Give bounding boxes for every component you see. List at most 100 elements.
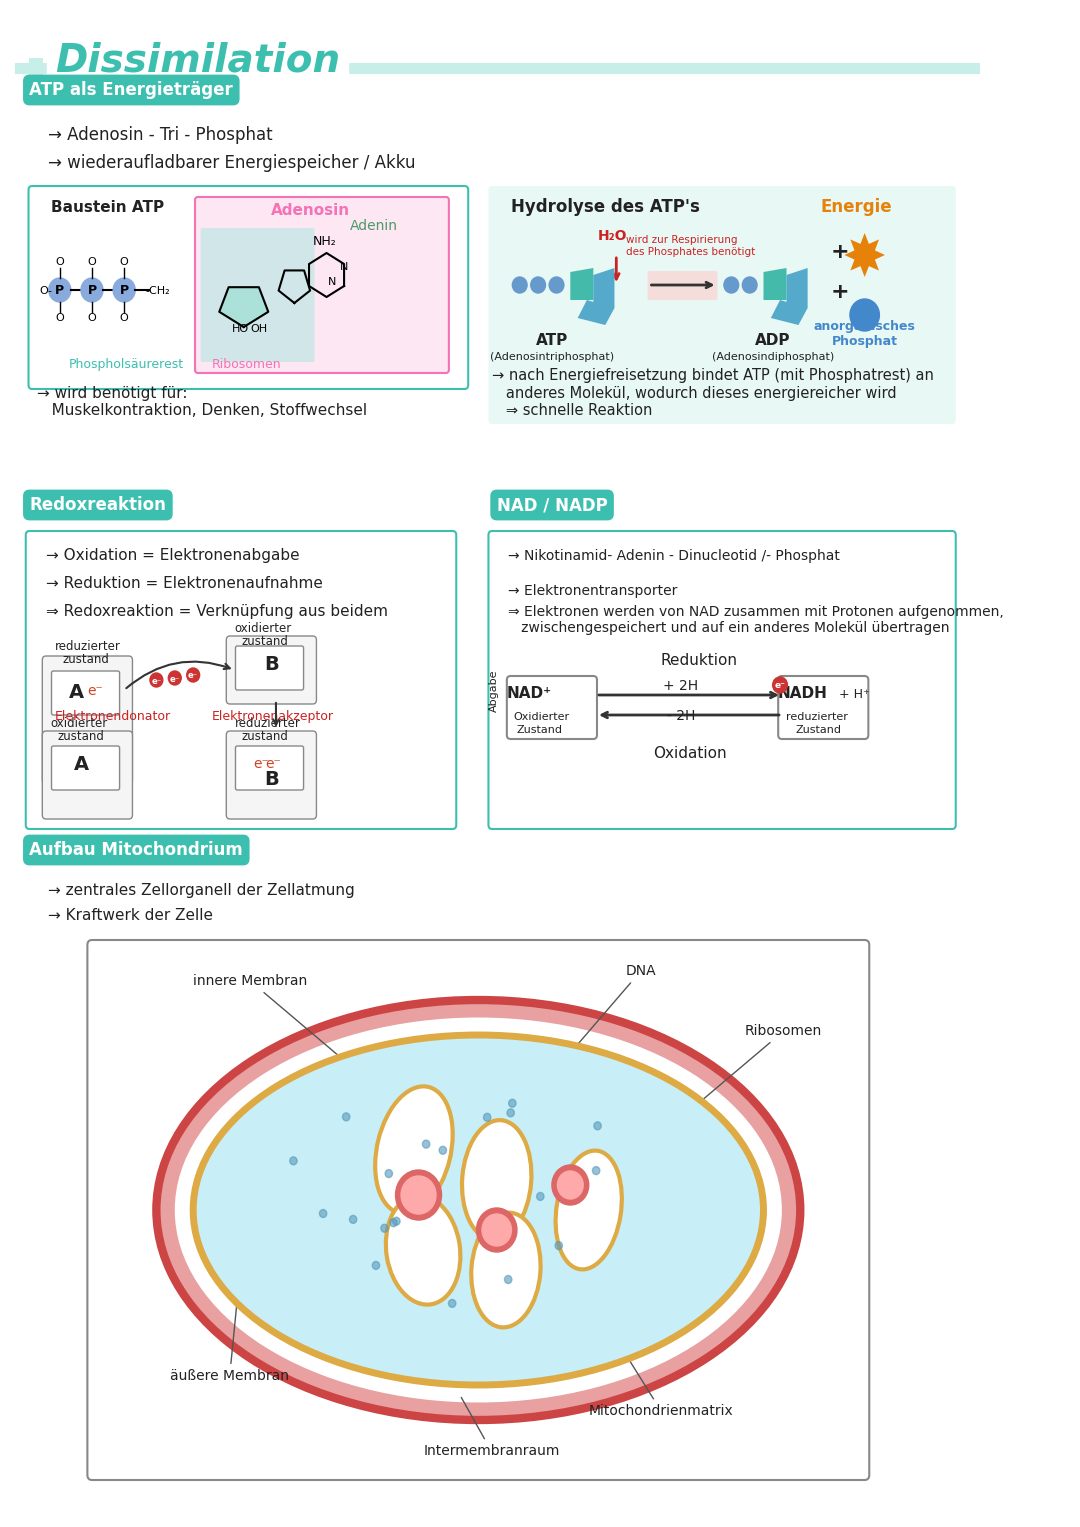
Text: Zustand: Zustand — [796, 725, 841, 734]
Text: NH₂: NH₂ — [313, 235, 337, 247]
Circle shape — [350, 1215, 356, 1223]
Text: → Elektronentransporter: → Elektronentransporter — [508, 583, 677, 599]
Text: → Oxidation = Elektronenabgabe: → Oxidation = Elektronenabgabe — [46, 548, 299, 563]
Text: OH: OH — [251, 324, 268, 334]
Text: ADP: ADP — [755, 333, 791, 348]
Text: e⁻: e⁻ — [170, 675, 180, 684]
Circle shape — [504, 1275, 512, 1284]
Text: reduzierter: reduzierter — [55, 640, 121, 654]
Circle shape — [742, 276, 757, 293]
FancyBboxPatch shape — [195, 197, 449, 373]
Circle shape — [386, 1170, 392, 1177]
FancyBboxPatch shape — [648, 270, 717, 299]
Text: Energie: Energie — [821, 199, 892, 215]
Ellipse shape — [175, 1017, 782, 1402]
Text: zustand: zustand — [63, 654, 109, 666]
Circle shape — [557, 1171, 583, 1199]
Circle shape — [81, 278, 103, 302]
Text: oxidierter: oxidierter — [234, 621, 292, 635]
Text: → Reduktion = Elektronenaufnahme: → Reduktion = Elektronenaufnahme — [46, 576, 323, 591]
Ellipse shape — [386, 1196, 460, 1304]
Text: A: A — [73, 754, 89, 774]
Text: e⁻: e⁻ — [774, 681, 785, 690]
Text: e⁻: e⁻ — [265, 757, 281, 771]
Text: → wiederaufladbarer Energiespeicher / Akku: → wiederaufladbarer Energiespeicher / Ak… — [48, 154, 416, 173]
Text: ⇒ Redoxreaktion = Verknüpfung aus beidem: ⇒ Redoxreaktion = Verknüpfung aus beidem — [46, 605, 388, 618]
Circle shape — [593, 1167, 599, 1174]
FancyBboxPatch shape — [235, 646, 303, 690]
Text: → wird benötigt für:
   Muskelkontraktion, Denken, Stoffwechsel: → wird benötigt für: Muskelkontraktion, … — [37, 386, 367, 418]
FancyBboxPatch shape — [52, 670, 120, 715]
Circle shape — [320, 1209, 327, 1217]
Text: - 2H: - 2H — [666, 709, 694, 722]
FancyBboxPatch shape — [235, 747, 303, 789]
Text: zustand: zustand — [242, 635, 288, 647]
Circle shape — [772, 676, 787, 693]
Text: Intermembranraum: Intermembranraum — [423, 1397, 559, 1458]
FancyBboxPatch shape — [488, 531, 956, 829]
Text: O: O — [55, 313, 64, 324]
Text: ⇒ Elektronen werden von NAD zusammen mit Protonen aufgenommen,
   zwischengespei: ⇒ Elektronen werden von NAD zusammen mit… — [508, 605, 1003, 635]
Polygon shape — [578, 299, 615, 325]
Text: e⁻: e⁻ — [151, 676, 161, 686]
Circle shape — [549, 276, 564, 293]
FancyBboxPatch shape — [29, 58, 43, 78]
Text: -CH₂: -CH₂ — [146, 286, 171, 296]
Circle shape — [509, 1099, 516, 1107]
Text: äußere Membran: äußere Membran — [171, 1283, 289, 1383]
Circle shape — [390, 1219, 397, 1226]
Text: (Adenosintriphosphat): (Adenosintriphosphat) — [490, 353, 613, 362]
Circle shape — [187, 667, 200, 683]
Circle shape — [373, 1261, 379, 1269]
Polygon shape — [593, 269, 615, 308]
Circle shape — [512, 276, 527, 293]
Text: O: O — [120, 257, 129, 267]
Circle shape — [476, 1208, 517, 1252]
Text: zustand: zustand — [57, 730, 104, 744]
Text: N: N — [340, 263, 349, 272]
FancyBboxPatch shape — [42, 657, 133, 783]
Text: P: P — [120, 284, 129, 298]
Text: oxidierter: oxidierter — [51, 718, 108, 730]
Text: + 2H: + 2H — [663, 680, 699, 693]
Text: (Adenosindiphosphat): (Adenosindiphosphat) — [712, 353, 834, 362]
Text: Dissimilation: Dissimilation — [55, 43, 340, 79]
Circle shape — [850, 299, 879, 331]
Text: HO: HO — [232, 324, 248, 334]
Text: ATP: ATP — [536, 333, 568, 348]
Circle shape — [537, 1193, 544, 1200]
Circle shape — [342, 1113, 350, 1121]
Text: O: O — [87, 313, 96, 324]
Text: innere Membran: innere Membran — [193, 974, 348, 1063]
Text: + H⁺: + H⁺ — [839, 689, 869, 701]
Text: reduzierter: reduzierter — [786, 712, 849, 722]
Circle shape — [482, 1214, 512, 1246]
Text: Elektronendonator: Elektronendonator — [55, 710, 172, 722]
Text: O-: O- — [40, 286, 53, 296]
Text: Ribosomen: Ribosomen — [669, 1025, 822, 1128]
FancyBboxPatch shape — [42, 731, 133, 818]
Circle shape — [401, 1176, 436, 1214]
Text: NAD⁺: NAD⁺ — [507, 686, 552, 701]
Text: Baustein ATP: Baustein ATP — [51, 200, 164, 215]
Text: N: N — [327, 276, 336, 287]
Polygon shape — [786, 269, 808, 308]
Text: Redoxreaktion: Redoxreaktion — [29, 496, 166, 515]
Polygon shape — [219, 287, 268, 327]
Circle shape — [49, 278, 71, 302]
Text: → Adenosin - Tri - Phosphat: → Adenosin - Tri - Phosphat — [48, 127, 272, 144]
Text: → nach Energiefreisetzung bindet ATP (mit Phosphatrest) an
   anderes Molekül, w: → nach Energiefreisetzung bindet ATP (mi… — [492, 368, 934, 418]
Circle shape — [448, 1299, 456, 1307]
Circle shape — [530, 276, 545, 293]
Text: Aufbau Mitochondrium: Aufbau Mitochondrium — [29, 841, 243, 860]
Text: Adenosin: Adenosin — [271, 203, 351, 218]
Text: Abgabe: Abgabe — [489, 669, 499, 712]
Circle shape — [594, 1122, 602, 1130]
Ellipse shape — [375, 1086, 453, 1214]
FancyBboxPatch shape — [87, 941, 869, 1480]
Circle shape — [381, 1225, 388, 1232]
Text: → zentrales Zellorganell der Zellatmung: → zentrales Zellorganell der Zellatmung — [48, 883, 354, 898]
Circle shape — [150, 673, 163, 687]
Text: zustand: zustand — [241, 730, 288, 744]
Text: Ribosomen: Ribosomen — [212, 357, 281, 371]
